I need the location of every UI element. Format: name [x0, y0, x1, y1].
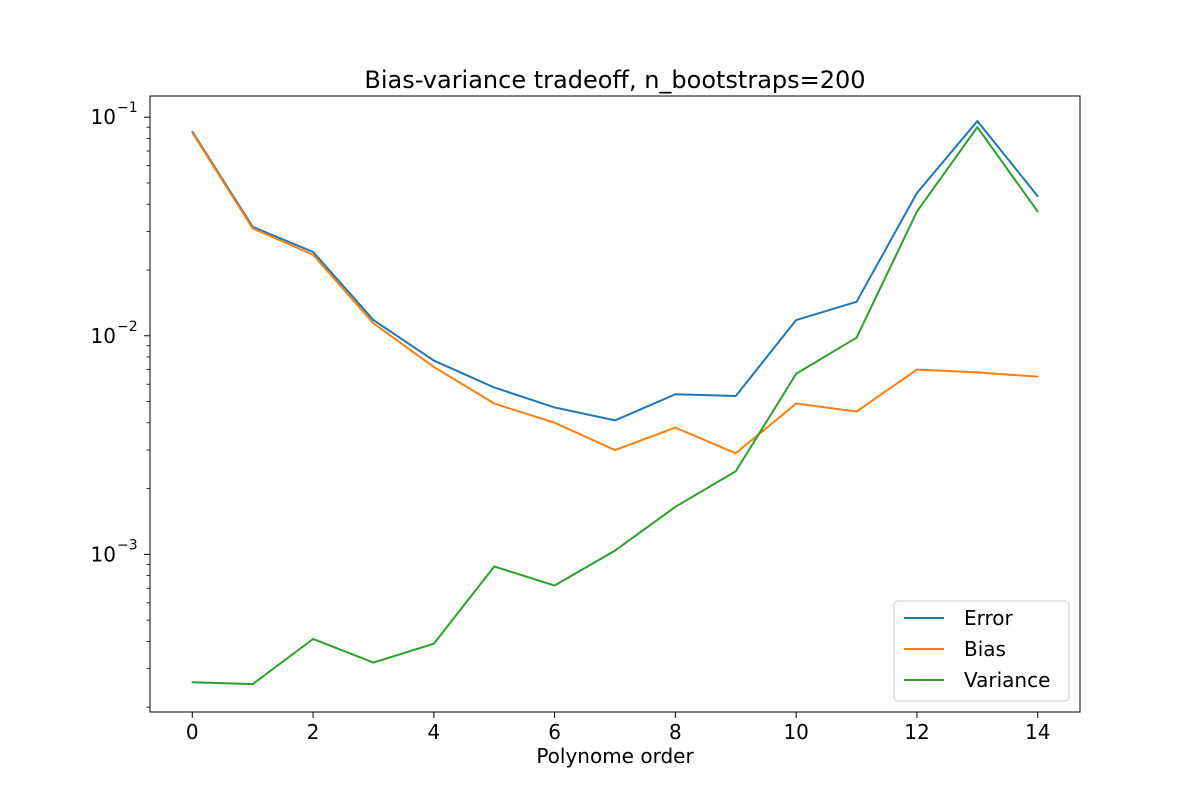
data-point-error: [855, 301, 858, 303]
data-point-variance: [312, 638, 314, 640]
data-point-variance: [855, 336, 858, 339]
data-point-variance: [493, 565, 496, 568]
series-line-bias: [191, 132, 1038, 455]
data-point-bias: [976, 371, 979, 374]
data-point-bias: [553, 421, 556, 424]
x-tick-label: 14: [1025, 720, 1050, 744]
data-point-variance: [734, 470, 737, 473]
data-point-error: [553, 406, 556, 409]
y-tick-exponent: −1: [117, 100, 138, 116]
data-point-bias: [372, 322, 375, 325]
x-tick-label: 6: [548, 720, 561, 744]
data-point-error: [493, 386, 496, 389]
x-tick-label: 0: [186, 720, 199, 744]
y-tick-base: 10: [91, 542, 116, 566]
data-point-error: [976, 120, 979, 122]
data-point-error: [795, 319, 797, 321]
data-point-error: [372, 319, 375, 321]
plot-area: [191, 120, 1039, 686]
series-line-error: [191, 120, 1039, 422]
data-point-error: [191, 130, 194, 133]
data-point-variance: [976, 126, 979, 128]
data-point-variance: [191, 681, 194, 684]
data-point-bias: [734, 452, 737, 455]
data-point-bias: [1036, 375, 1039, 378]
x-tick-label: 8: [669, 720, 682, 744]
x-axis: 0 2 4 6 8 10 12 14: [186, 712, 1050, 744]
y-tick-exponent: −3: [117, 537, 138, 553]
y-tick-label: 10: [91, 324, 116, 348]
x-tick-label: 12: [904, 720, 929, 744]
data-point-error: [1036, 195, 1039, 198]
legend-box: [893, 600, 1070, 702]
x-tick-label: 2: [307, 720, 320, 744]
data-point-variance: [251, 683, 254, 685]
legend-label-variance: Variance: [964, 668, 1050, 692]
chart-title: Bias-variance tradeoff, n_bootstraps=200: [364, 66, 865, 94]
data-point-bias: [433, 366, 435, 368]
data-point-variance: [553, 584, 556, 587]
data-point-variance: [674, 506, 677, 508]
data-point-error: [312, 251, 314, 253]
data-point-bias: [251, 227, 254, 230]
data-point-error: [674, 393, 677, 396]
data-point-variance: [372, 661, 375, 664]
data-point-bias: [312, 253, 314, 256]
data-point-variance: [433, 642, 435, 645]
data-point-bias: [916, 368, 918, 371]
data-point-variance: [614, 549, 616, 552]
data-point-error: [614, 419, 616, 422]
legend-label-error: Error: [964, 606, 1014, 630]
legend-label-bias: Bias: [964, 637, 1006, 661]
data-point-bias: [493, 402, 496, 405]
x-axis-label: Polynome order: [536, 744, 694, 768]
axes-frame: [149, 95, 1081, 713]
data-point-bias: [674, 426, 677, 429]
y-tick-label: 10: [91, 105, 116, 129]
data-point-error: [734, 395, 737, 397]
y-tick-base: 10: [91, 324, 116, 348]
data-point-variance: [795, 372, 797, 375]
y-tick-exponent: −2: [117, 319, 138, 335]
y-axis: 10−310−210−1: [91, 100, 150, 708]
data-point-bias: [614, 449, 616, 451]
data-point-variance: [916, 210, 918, 213]
y-tick-label: 10: [91, 542, 116, 566]
data-point-variance: [1036, 210, 1039, 213]
data-point-bias: [855, 410, 858, 413]
x-tick-label: 4: [427, 720, 440, 744]
x-tick-label: 10: [783, 720, 808, 744]
y-tick-base: 10: [91, 105, 116, 129]
data-point-bias: [795, 402, 797, 405]
data-point-bias: [191, 131, 194, 134]
legend: Error Bias Variance: [893, 600, 1070, 702]
data-point-error: [433, 359, 435, 362]
data-point-error: [916, 192, 918, 194]
